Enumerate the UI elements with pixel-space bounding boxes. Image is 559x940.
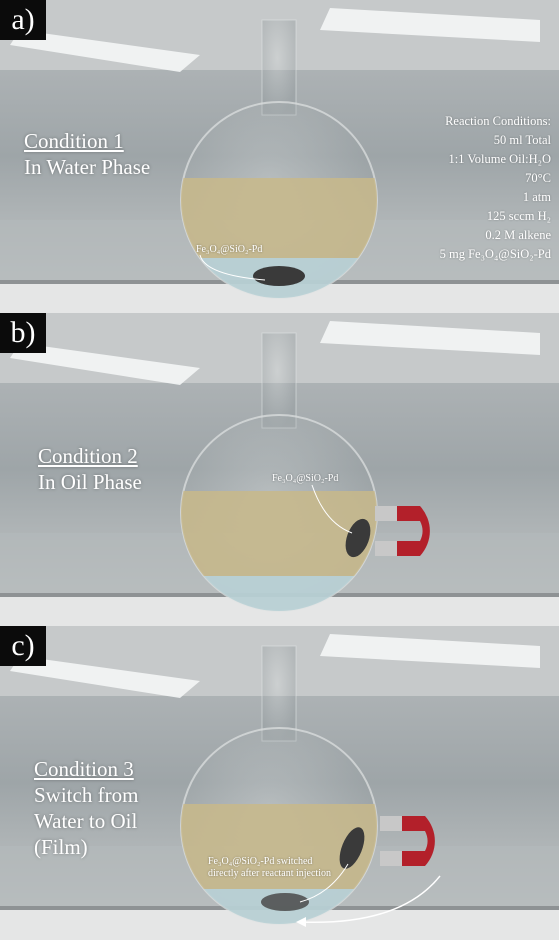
condition-line: In Oil Phase [38, 470, 142, 494]
magnet [375, 506, 430, 556]
reaction-condition-line: 70°C [525, 171, 551, 185]
panel-label: c) [0, 626, 46, 666]
panel-b: b) Condition 2 In Oil Phase Fe₃O₄@SiO₂-P… [0, 313, 559, 626]
reaction-condition-line: 0.2 M alkene [485, 228, 551, 242]
reaction-condition-line: 1:1 Volume Oil:H₂O [448, 152, 551, 166]
condition-line: (Film) [34, 835, 88, 859]
catalyst-label: Fe₃O₄@SiO₂-Pd switched [208, 856, 313, 867]
reaction-conditions: Reaction Conditions: 50 ml Total 1:1 Vol… [440, 112, 551, 264]
panel-c: c) Condition 3 Switch from Water to Oil … [0, 626, 559, 940]
condition-title: Condition 2 [38, 444, 138, 468]
condition-text: Condition 2 In Oil Phase [38, 443, 142, 495]
catalyst-label-line2: directly after reactant injection [208, 868, 331, 879]
lab-scene-a [0, 0, 559, 313]
condition-title: Condition 1 [24, 129, 124, 153]
reaction-condition-line: 125 sccm H₂ [486, 209, 551, 223]
magnet [380, 816, 435, 866]
reaction-condition-line: 5 mg Fe₃O₄@SiO₂-Pd [439, 247, 551, 261]
condition-title: Condition 3 [34, 757, 134, 781]
panel-label: a) [0, 0, 46, 40]
reaction-condition-line: 1 atm [522, 190, 551, 204]
lab-scene-c [0, 626, 559, 940]
reaction-conditions-heading: Reaction Conditions: [445, 114, 551, 128]
condition-line: In Water Phase [24, 155, 151, 179]
condition-line: Switch from [34, 783, 139, 807]
catalyst-label: Fe₃O₄@SiO₂-Pd [196, 244, 263, 255]
catalyst-label: Fe₃O₄@SiO₂-Pd [272, 473, 339, 484]
lab-scene-b [0, 313, 559, 626]
panel-a: a) Condition 1 In Water Phase Fe₃O₄@SiO₂… [0, 0, 559, 313]
condition-line: Water to Oil [34, 809, 138, 833]
condition-text: Condition 3 Switch from Water to Oil (Fi… [34, 756, 138, 860]
condition-text: Condition 1 In Water Phase [24, 128, 150, 180]
reaction-condition-line: 50 ml Total [493, 133, 551, 147]
panel-label: b) [0, 313, 46, 353]
